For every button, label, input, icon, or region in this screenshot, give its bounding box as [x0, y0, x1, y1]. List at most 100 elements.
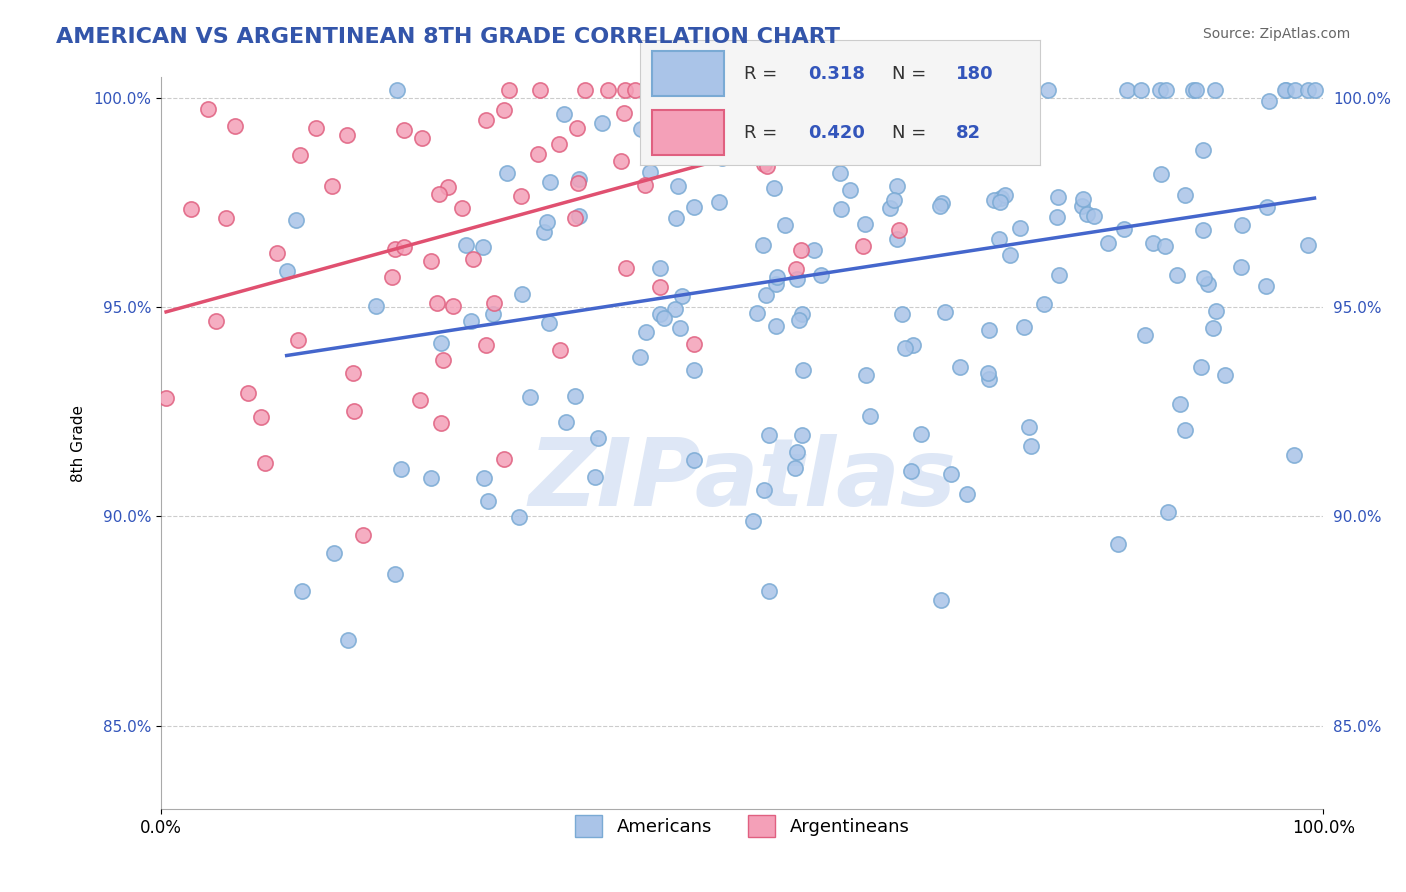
Point — [411, 131, 433, 145]
Point — [519, 390, 541, 404]
Point — [1004, 105, 1026, 120]
Point — [934, 305, 956, 319]
Point — [758, 427, 780, 442]
Point — [658, 83, 681, 97]
Text: N =: N = — [893, 124, 927, 142]
Point — [849, 145, 872, 160]
Text: AMERICAN VS ARGENTINEAN 8TH GRADE CORRELATION CHART: AMERICAN VS ARGENTINEAN 8TH GRADE CORREL… — [56, 27, 841, 46]
Point — [747, 306, 769, 320]
Point — [583, 470, 606, 484]
Point — [988, 194, 1011, 209]
Point — [1189, 359, 1212, 374]
Text: R =: R = — [744, 65, 778, 83]
Point — [471, 240, 494, 254]
Point — [742, 515, 765, 529]
Point — [352, 528, 374, 542]
Point — [596, 83, 619, 97]
Point — [651, 83, 673, 97]
Point — [1303, 83, 1326, 97]
Point — [574, 83, 596, 97]
Point — [633, 178, 655, 192]
Point — [1168, 397, 1191, 411]
Point — [1230, 260, 1253, 274]
Point — [810, 268, 832, 282]
Point — [1083, 209, 1105, 223]
Point — [529, 83, 551, 97]
Point — [1258, 94, 1281, 108]
Point — [886, 232, 908, 246]
Point — [555, 415, 578, 429]
Point — [894, 342, 917, 356]
Legend: Americans, Argentineans: Americans, Argentineans — [568, 807, 917, 844]
Point — [454, 237, 477, 252]
Point — [1014, 83, 1036, 97]
Point — [472, 471, 495, 485]
Point — [977, 367, 1000, 381]
Point — [939, 83, 962, 97]
Point — [638, 165, 661, 179]
Point — [494, 452, 516, 467]
Point — [1154, 83, 1177, 97]
Point — [564, 389, 586, 403]
Point — [852, 239, 875, 253]
Point — [564, 211, 586, 225]
Point — [855, 368, 877, 383]
Point — [389, 462, 412, 476]
Point — [929, 593, 952, 607]
Point — [789, 103, 811, 117]
Point — [863, 87, 886, 101]
Point — [321, 178, 343, 193]
Point — [1173, 187, 1195, 202]
Point — [1174, 423, 1197, 437]
Point — [790, 428, 813, 442]
Point — [1046, 189, 1069, 203]
Point — [868, 148, 890, 162]
Point — [498, 83, 520, 97]
Point — [785, 461, 807, 475]
Point — [419, 471, 441, 485]
Point — [1017, 138, 1039, 153]
Point — [990, 191, 1012, 205]
Point — [1256, 200, 1278, 214]
Point — [1230, 218, 1253, 232]
Point — [276, 264, 298, 278]
Point — [956, 487, 979, 501]
Point — [977, 371, 1000, 385]
Point — [683, 363, 706, 377]
Point — [710, 83, 733, 97]
Point — [890, 307, 912, 321]
Point — [955, 145, 977, 160]
Point — [533, 225, 555, 239]
Point — [527, 146, 550, 161]
Point — [1073, 192, 1095, 206]
Point — [284, 212, 307, 227]
Point — [1205, 304, 1227, 318]
Point — [1296, 83, 1319, 97]
Point — [288, 148, 311, 162]
Point — [477, 494, 499, 508]
Point — [1047, 268, 1070, 282]
Point — [830, 202, 852, 217]
Point — [949, 359, 972, 374]
Point — [610, 153, 633, 168]
Point — [475, 337, 498, 351]
Point — [1191, 223, 1213, 237]
Point — [654, 126, 676, 140]
Point — [409, 392, 432, 407]
Point — [752, 483, 775, 497]
Text: 82: 82 — [956, 124, 981, 142]
Point — [1000, 248, 1022, 262]
Point — [460, 314, 482, 328]
Point — [900, 464, 922, 478]
Point — [568, 172, 591, 186]
Point — [668, 83, 690, 97]
Point — [426, 295, 449, 310]
Point — [699, 83, 721, 97]
Point — [690, 83, 713, 97]
Point — [766, 270, 789, 285]
Point — [1202, 320, 1225, 334]
Point — [704, 83, 727, 97]
Point — [683, 336, 706, 351]
Point — [786, 272, 808, 286]
Point — [1157, 505, 1180, 519]
